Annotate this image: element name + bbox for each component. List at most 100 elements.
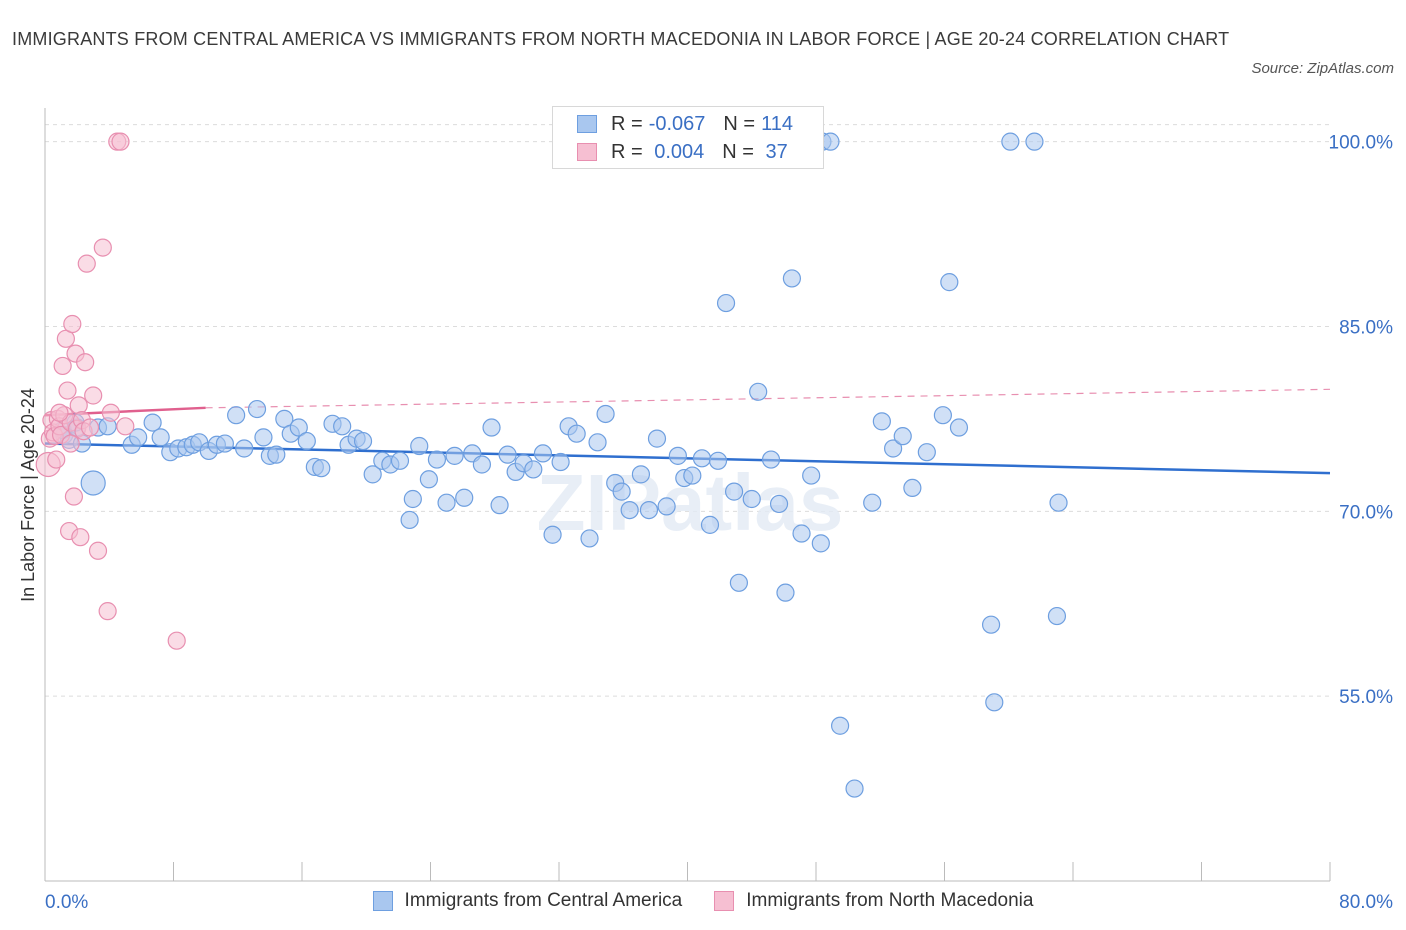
point-central-america <box>863 493 882 512</box>
x-tick-label-min: 0.0% <box>45 892 88 913</box>
point-central-america <box>845 779 864 798</box>
point-central-america <box>235 439 254 458</box>
point-central-america <box>657 497 676 516</box>
point-central-america <box>312 459 331 478</box>
point-central-america <box>647 429 667 448</box>
point-central-america <box>981 615 1001 634</box>
point-central-america <box>761 450 781 469</box>
point-north-macedonia <box>84 386 103 405</box>
point-central-america <box>482 418 501 437</box>
point-north-macedonia <box>80 418 100 437</box>
point-central-america <box>802 466 821 485</box>
point-central-america <box>1001 132 1020 151</box>
point-north-macedonia <box>63 314 82 334</box>
point-north-macedonia <box>111 132 130 151</box>
point-central-america <box>400 510 419 530</box>
point-central-america <box>729 573 749 592</box>
point-central-america <box>883 439 903 458</box>
point-central-america <box>620 500 639 520</box>
point-central-america <box>363 465 382 484</box>
y-axis-label: In Labor Force | Age 20-24 <box>18 388 38 602</box>
point-north-macedonia <box>167 631 186 650</box>
point-central-america <box>811 534 830 553</box>
axes <box>44 108 1331 882</box>
point-central-america <box>1025 132 1044 151</box>
point-central-america <box>455 488 474 507</box>
point-central-america <box>782 269 802 288</box>
point-central-america <box>533 444 553 463</box>
point-central-america <box>872 412 891 431</box>
point-central-america <box>129 428 148 447</box>
point-central-america <box>792 524 811 543</box>
point-central-america <box>498 445 517 464</box>
point-central-america <box>419 470 438 489</box>
point-north-macedonia <box>58 381 77 400</box>
point-central-america <box>427 450 447 469</box>
legend-row-central-america: R = -0.067 N = 114 <box>577 112 793 136</box>
trend-line <box>44 442 1331 475</box>
point-central-america <box>333 417 352 436</box>
point-north-macedonia <box>88 541 108 560</box>
point-central-america <box>588 433 607 452</box>
point-north-macedonia <box>116 417 135 436</box>
point-central-america <box>289 418 308 437</box>
source-label: Source: ZipAtlas.com <box>1251 60 1394 77</box>
point-north-macedonia <box>50 403 69 422</box>
point-central-america <box>1047 606 1067 626</box>
point-north-macedonia <box>77 254 96 273</box>
point-central-america <box>917 443 936 462</box>
point-central-america <box>708 451 728 470</box>
legend-label: Immigrants from Central America <box>404 890 683 911</box>
point-central-america <box>267 445 286 464</box>
point-central-america <box>724 482 744 501</box>
point-north-macedonia <box>76 353 95 372</box>
point-north-macedonia <box>61 434 80 453</box>
axis-labels: 55.0% 70.0% 85.0% 100.0% 0.0% 80.0% In Labor F… <box>18 133 1393 913</box>
point-central-america <box>143 413 162 432</box>
point-central-america <box>410 436 429 456</box>
point-central-america <box>985 693 1004 712</box>
legend-row-north-macedonia: R = 0.004 N = 37 <box>577 140 788 164</box>
point-central-america <box>445 446 464 465</box>
n-value: 114 <box>761 112 793 135</box>
y-tick-label: 100.0% <box>1329 133 1394 154</box>
legend-item-central-america: Immigrants from Central America <box>372 890 683 912</box>
point-central-america <box>403 489 422 509</box>
legend-swatch <box>577 143 597 161</box>
point-central-america <box>830 716 850 735</box>
point-central-america <box>668 446 687 465</box>
point-central-america <box>297 431 316 451</box>
n-value: 37 <box>759 140 788 163</box>
point-central-america <box>151 428 170 447</box>
y-tick-label: 55.0% <box>1339 687 1393 708</box>
point-central-america <box>692 449 712 468</box>
r-value: -0.067 <box>648 112 706 135</box>
r-label: R = <box>611 140 643 163</box>
point-central-america <box>437 493 456 512</box>
point-central-america <box>567 424 586 443</box>
legend-swatch <box>372 891 393 911</box>
y-tick-label: 85.0% <box>1339 317 1393 338</box>
stats-legend: R = -0.067 N = 114 R = 0.004 N = 37 <box>552 106 824 169</box>
point-central-america <box>490 496 509 515</box>
legend-label: Immigrants from North Macedonia <box>746 890 1034 911</box>
point-central-america <box>390 451 410 470</box>
point-north-macedonia <box>64 487 84 506</box>
point-central-america <box>903 478 922 498</box>
point-central-america <box>254 428 273 447</box>
point-north-macedonia <box>53 356 72 376</box>
r-label: R = <box>611 112 643 135</box>
point-central-america <box>949 418 969 437</box>
data-points <box>35 132 1068 798</box>
point-central-america <box>551 452 570 472</box>
point-central-america <box>1049 493 1068 512</box>
x-tick-label-max: 80.0% <box>1339 892 1393 913</box>
point-central-america <box>215 434 234 453</box>
point-central-america <box>580 529 599 548</box>
n-label: N = <box>723 112 756 135</box>
point-central-america <box>933 406 952 425</box>
point-central-america <box>247 399 267 419</box>
point-central-america <box>612 482 631 501</box>
point-north-macedonia <box>93 238 112 257</box>
point-central-america <box>776 583 795 602</box>
